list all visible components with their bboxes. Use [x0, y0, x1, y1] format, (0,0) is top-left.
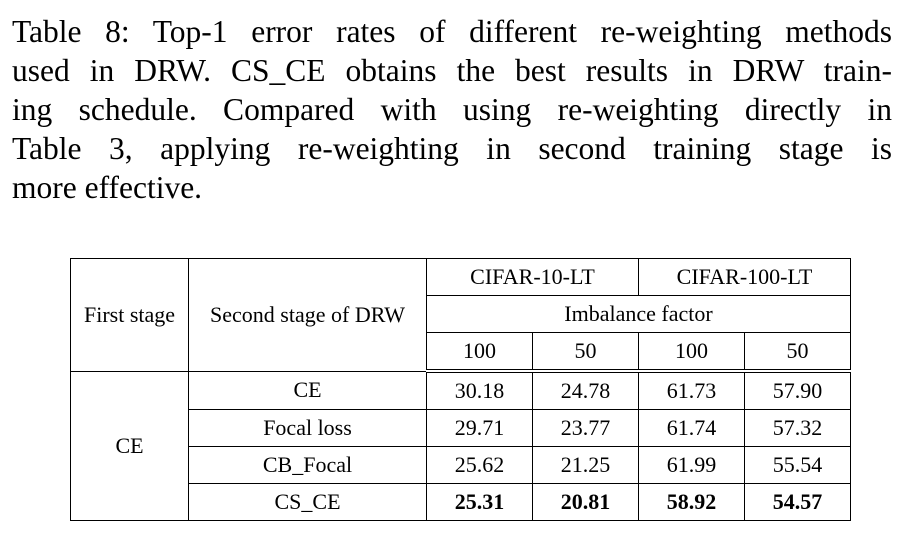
value-cell: 29.71	[426, 409, 533, 447]
header-cell: Second stage of DRW	[188, 258, 427, 372]
method-cell: Focal loss	[188, 409, 427, 447]
caption-line: more effective.	[12, 170, 203, 205]
value-cell: 61.74	[638, 409, 745, 447]
table-row: CE CE 30.18 24.78 61.73 57.90	[70, 370, 851, 521]
dataset-header: CIFAR-100-LT	[638, 258, 851, 296]
header-cell: First stage	[70, 258, 189, 372]
value-cell: 24.78	[532, 370, 639, 410]
value-cell: 20.81	[532, 483, 639, 521]
value-cell: 54.57	[744, 483, 851, 521]
value-cell: 30.18	[426, 370, 533, 410]
factor-header: 50	[532, 332, 639, 373]
caption-line: Table 3, applying re-weighting in second…	[12, 131, 892, 166]
factor-header: 50	[744, 332, 851, 373]
value-cell: 58.92	[638, 483, 745, 521]
dataset-header: CIFAR-10-LT	[426, 258, 639, 296]
caption-line: used in DRW. CS_CE obtains the best resu…	[12, 53, 892, 88]
value-cell: 57.90	[744, 370, 851, 410]
results-table: First stage Second stage of DRW CIFAR-10…	[70, 258, 851, 521]
value-cell: 23.77	[532, 409, 639, 447]
value-cell: 61.99	[638, 446, 745, 484]
caption-line: ing schedule. Compared with using re-wei…	[12, 92, 892, 127]
value-cell: 21.25	[532, 446, 639, 484]
factor-header: 100	[426, 332, 533, 373]
value-cell: 57.32	[744, 409, 851, 447]
method-cell: CS_CE	[188, 483, 427, 521]
first-stage-cell: CE	[70, 370, 189, 521]
caption-line: Table 8: Top-1 error rates of different …	[12, 14, 892, 49]
value-cell: 55.54	[744, 446, 851, 484]
table-row: CB_Focal 25.62 21.25 61.99 55.54	[71, 446, 851, 484]
value-cell: 25.62	[426, 446, 533, 484]
value-cell: 61.73	[638, 370, 745, 410]
method-cell: CE	[188, 370, 427, 410]
caption: Table 8: Top-1 error rates of different …	[12, 12, 892, 207]
subheader: Imbalance factor	[426, 295, 851, 333]
factor-header: 100	[638, 332, 745, 373]
value-cell: 25.31	[426, 483, 533, 521]
method-cell: CB_Focal	[188, 446, 427, 484]
table-row: CS_CE 25.31 20.81 58.92 54.57	[71, 483, 851, 521]
